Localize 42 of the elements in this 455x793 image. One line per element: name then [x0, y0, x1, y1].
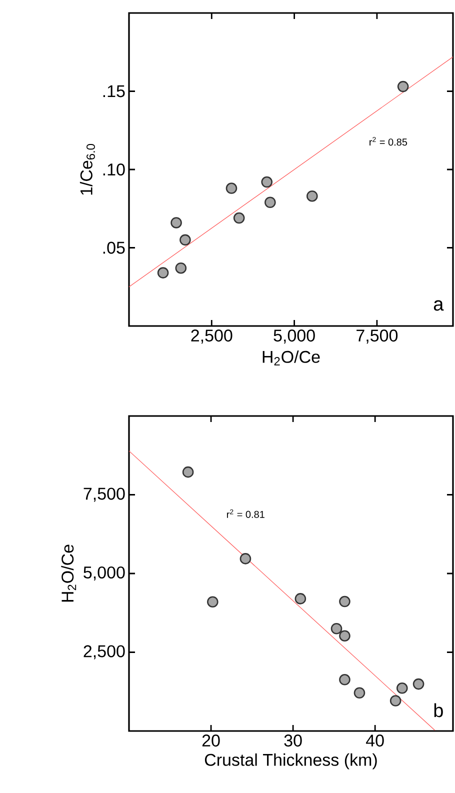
y-tick-label: 2,500 [84, 645, 125, 660]
point [412, 678, 424, 690]
annotation: r$^{2}$ = 0.85 [370, 137, 408, 146]
x-axis-title: H$_{2}$O/Ce [262, 350, 320, 366]
y-axis-title: 1/Ce$_{6.0}$ [80, 144, 95, 195]
annotation: r$^{2}$ = 0.81 [227, 509, 264, 518]
annotation: a [434, 300, 444, 311]
point [180, 234, 191, 246]
point [306, 190, 318, 202]
y-tick-label: 7,500 [84, 488, 125, 502]
point [354, 687, 366, 699]
point [207, 596, 218, 608]
point [175, 262, 187, 274]
x-axis-title: Crustal Thickness (km) [204, 753, 377, 770]
point [339, 596, 350, 608]
point [397, 80, 409, 92]
point [182, 466, 194, 478]
point [390, 695, 402, 706]
x-tick-label: 7,500 [356, 330, 398, 344]
x-tick-label: 2,500 [191, 330, 232, 344]
point [339, 674, 350, 686]
annotation: b [434, 703, 443, 718]
point [396, 682, 408, 694]
x-tick-label: 40 [366, 734, 384, 747]
y-tick-label: .10 [103, 163, 125, 176]
point [294, 593, 306, 604]
point [157, 267, 169, 278]
point [261, 176, 273, 188]
x-tick-label: 20 [202, 734, 220, 747]
x-tick-label: 5,000 [274, 330, 315, 344]
point [226, 182, 238, 194]
point [233, 212, 245, 224]
point [240, 553, 252, 564]
y-tick-label: .15 [103, 85, 125, 98]
y-tick-label: 5,000 [84, 566, 125, 581]
point [264, 196, 276, 208]
point [170, 217, 182, 228]
point [339, 630, 350, 642]
y-axis-title: H$_{2}$O/Ce [61, 544, 76, 602]
point [330, 622, 342, 634]
y-tick-label: .05 [103, 242, 125, 254]
x-tick-label: 30 [284, 734, 302, 747]
